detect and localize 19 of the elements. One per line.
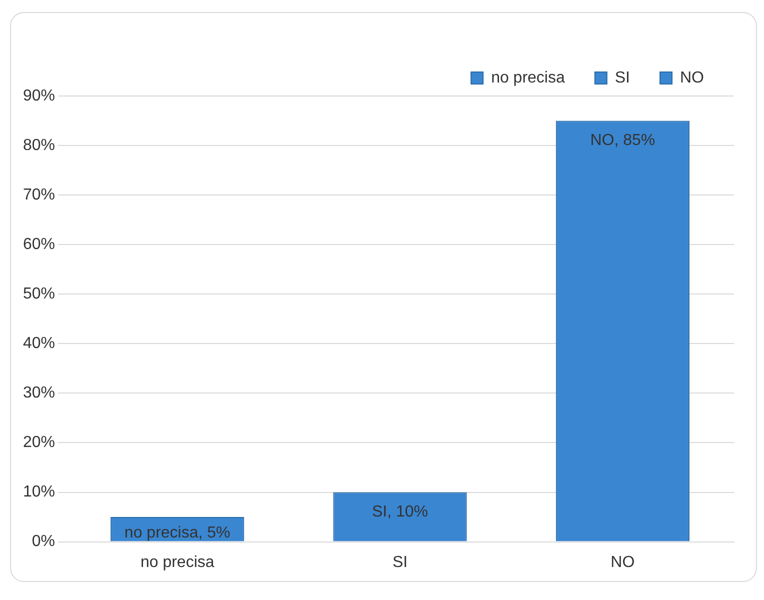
y-tick-label: 90% xyxy=(22,87,56,104)
y-tick-label: 20% xyxy=(22,434,56,452)
y-tick-label: 0% xyxy=(32,533,56,550)
data-label: no precisa, 5% xyxy=(124,524,230,542)
y-tick-label: 10% xyxy=(22,484,56,501)
y-tick-label: 80% xyxy=(22,136,56,154)
x-tick-label: SI xyxy=(392,554,408,571)
y-tick-label: 50% xyxy=(22,286,56,303)
y-tick-label: 30% xyxy=(22,384,56,402)
y-tick-label: 70% xyxy=(22,186,56,204)
y-tick-label: 60% xyxy=(22,236,56,254)
legend-label: SI xyxy=(614,69,630,86)
data-label: NO, 85% xyxy=(590,132,656,150)
x-tick-label: no precisa xyxy=(140,554,214,571)
x-tick-label: NO xyxy=(610,554,635,571)
y-tick-label: 40% xyxy=(22,335,56,352)
legend-label: no precisa xyxy=(491,69,565,86)
legend-label: NO xyxy=(680,69,704,86)
data-label: SI, 10% xyxy=(372,504,428,521)
